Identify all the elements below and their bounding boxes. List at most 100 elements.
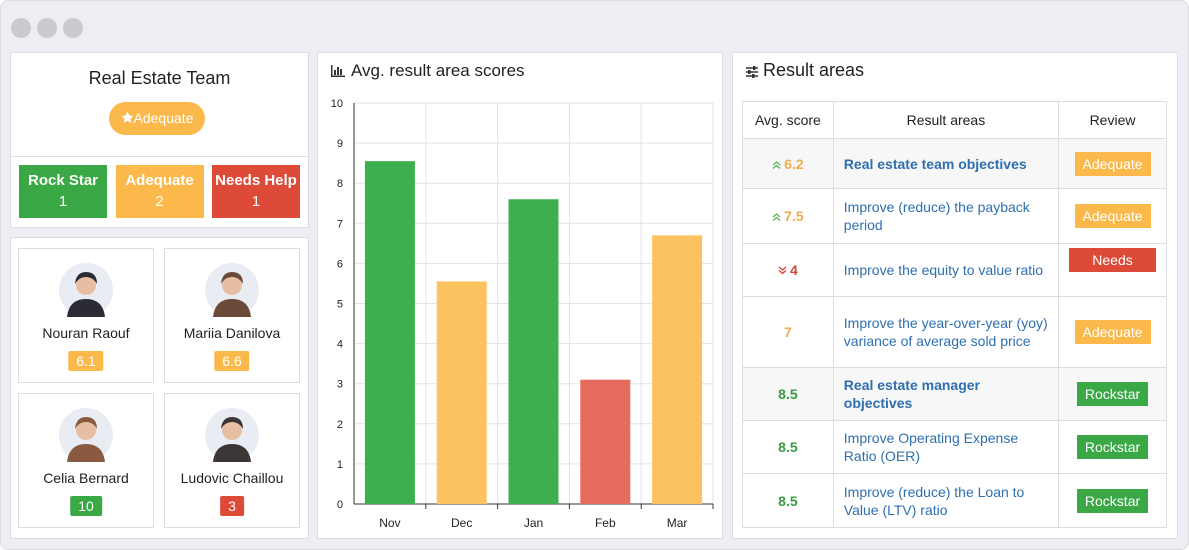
result-row: 8.5 Real estate manager objectives Rocksta… bbox=[742, 367, 1167, 421]
avatar-head bbox=[76, 275, 96, 295]
review-badge: Needs Help bbox=[1069, 248, 1156, 292]
review-cell: Adequate bbox=[1058, 138, 1167, 189]
avatar-hair bbox=[221, 272, 243, 284]
area-cell[interactable]: Improve Operating Expense Ratio (OER) bbox=[832, 420, 1060, 474]
review-badge: Adequate bbox=[1074, 204, 1151, 228]
summary-box: Adequate 2 bbox=[115, 165, 204, 218]
review-cell: Adequate bbox=[1058, 188, 1167, 244]
score-cell: 8.5 bbox=[742, 473, 834, 528]
window-dot bbox=[11, 18, 31, 38]
avatar-hair bbox=[221, 417, 243, 429]
avatar-body bbox=[67, 444, 105, 462]
person-card: Celia Bernard 10 bbox=[18, 393, 154, 528]
person-score: 6.1 bbox=[68, 351, 104, 371]
column-header: Avg. score bbox=[742, 101, 834, 139]
avatar-head bbox=[222, 420, 242, 440]
bar bbox=[652, 235, 703, 504]
avatar-body bbox=[213, 299, 251, 317]
score: 7.5 bbox=[784, 208, 804, 224]
chart: 0 1 2 3 4 5 6 7 8 9 10 Nov Dec Jan Feb Mar bbox=[331, 98, 714, 530]
x-tick-label: Dec bbox=[451, 516, 472, 530]
review-cell: Adequate bbox=[1058, 296, 1167, 368]
chart-panel: Avg. result area scores 0 1 2 3 4 5 6 7 8 9 10 Nov D… bbox=[317, 52, 723, 539]
area-cell[interactable]: Improve the year-over-year (yoy) varianc… bbox=[832, 296, 1060, 368]
y-tick-label: 9 bbox=[337, 138, 343, 150]
person-name: Celia Bernard bbox=[43, 470, 129, 486]
avatar-body bbox=[67, 299, 105, 317]
review-cell: Rockstar bbox=[1058, 367, 1167, 421]
person-card: Mariia Danilova 6.6 bbox=[164, 248, 300, 383]
review-badge: Rockstar bbox=[1076, 435, 1149, 459]
avatar-hair bbox=[75, 417, 97, 429]
column-header: Review bbox=[1058, 101, 1167, 139]
review-badge: Adequate bbox=[1074, 151, 1151, 176]
avatar bbox=[59, 408, 113, 462]
avatar-hair bbox=[75, 272, 97, 284]
chart-title: Avg. result area scores bbox=[351, 61, 525, 80]
y-tick-label: 7 bbox=[337, 218, 343, 230]
sliders-icon bbox=[746, 66, 758, 78]
team-rating: Adequate bbox=[109, 102, 205, 135]
column-header: Result areas bbox=[832, 101, 1060, 139]
avatar-head bbox=[76, 420, 96, 440]
team-title: Real Estate Team bbox=[88, 68, 231, 88]
person-name: Mariia Danilova bbox=[183, 325, 281, 341]
x-tick-label: Feb bbox=[595, 516, 616, 530]
review-badge: Adequate bbox=[1074, 320, 1151, 344]
review-badge: Rockstar bbox=[1076, 488, 1149, 513]
area-cell[interactable]: Improve the equity to value ratio bbox=[832, 243, 1060, 297]
summary-label: Rock Star bbox=[27, 172, 99, 189]
x-tick-label: Jan bbox=[524, 516, 543, 530]
area-cell[interactable]: Real estate manager objectives bbox=[832, 367, 1060, 421]
y-tick-label: 1 bbox=[337, 459, 343, 471]
score: 8.5 bbox=[778, 386, 798, 402]
bar bbox=[364, 161, 415, 504]
area-cell[interactable]: Improve (reduce) the Loan to Value (LTV)… bbox=[832, 473, 1060, 528]
bar bbox=[508, 199, 559, 505]
score: 8.5 bbox=[778, 439, 798, 455]
chevron bbox=[778, 266, 787, 271]
bar bbox=[580, 379, 631, 504]
trend-icon bbox=[772, 160, 781, 169]
review-badge: Rockstar bbox=[1076, 382, 1149, 406]
score-cell: 6.2 bbox=[742, 138, 834, 189]
results-title: Result areas bbox=[763, 60, 865, 80]
result-row: 7.5 Improve (reduce) the payback period Ad… bbox=[742, 188, 1167, 244]
person-score: 3 bbox=[220, 496, 244, 516]
y-tick-label: 8 bbox=[337, 178, 343, 190]
summary-box: Needs Help 1 bbox=[212, 165, 300, 218]
score-cell: 8.5 bbox=[742, 420, 834, 474]
summary-count: 2 bbox=[155, 193, 164, 210]
area-cell[interactable]: Improve (reduce) the payback period bbox=[832, 188, 1060, 244]
score: 6.2 bbox=[784, 155, 804, 172]
trend-icon bbox=[772, 213, 781, 222]
divider bbox=[11, 156, 308, 157]
result-row: 7 Improve the year-over-year (yoy) varian… bbox=[742, 296, 1167, 368]
review-cell: Rockstar bbox=[1058, 420, 1167, 474]
window-dot bbox=[63, 18, 83, 38]
person-name: Ludovic Chaillou bbox=[180, 470, 284, 486]
y-tick-label: 2 bbox=[337, 419, 343, 431]
chevron bbox=[772, 216, 781, 222]
review-cell: Needs Help bbox=[1058, 243, 1167, 297]
star-icon bbox=[121, 111, 133, 123]
summary-count: 1 bbox=[251, 193, 261, 210]
chevron bbox=[772, 213, 781, 218]
score-cell: 7 bbox=[742, 296, 834, 368]
x-tick-label: Mar bbox=[667, 516, 688, 530]
y-tick-label: 0 bbox=[337, 499, 343, 511]
score: 8.5 bbox=[778, 492, 798, 509]
area-cell[interactable]: Real estate team objectives bbox=[832, 138, 1060, 189]
review-cell: Rockstar bbox=[1058, 473, 1167, 528]
person-card: Nouran Raouf 6.1 bbox=[18, 248, 154, 383]
result-row: 8.5 Improve (reduce) the Loan to Value (L… bbox=[742, 473, 1167, 528]
summary-label: Needs Help bbox=[215, 172, 297, 189]
result-row: 8.5 Improve Operating Expense Ratio (OER)… bbox=[742, 420, 1167, 474]
y-tick-label: 4 bbox=[337, 339, 343, 351]
score: 4 bbox=[790, 262, 798, 278]
summary-label: Adequate bbox=[125, 172, 194, 189]
results-table: Avg. score Result areas Review 6.2 Real esta… bbox=[742, 101, 1167, 528]
chevron bbox=[772, 160, 781, 166]
team-rating-text: Adequate bbox=[133, 110, 194, 126]
result-row: 6.2 Real estate team objectives Adequate bbox=[742, 138, 1167, 189]
